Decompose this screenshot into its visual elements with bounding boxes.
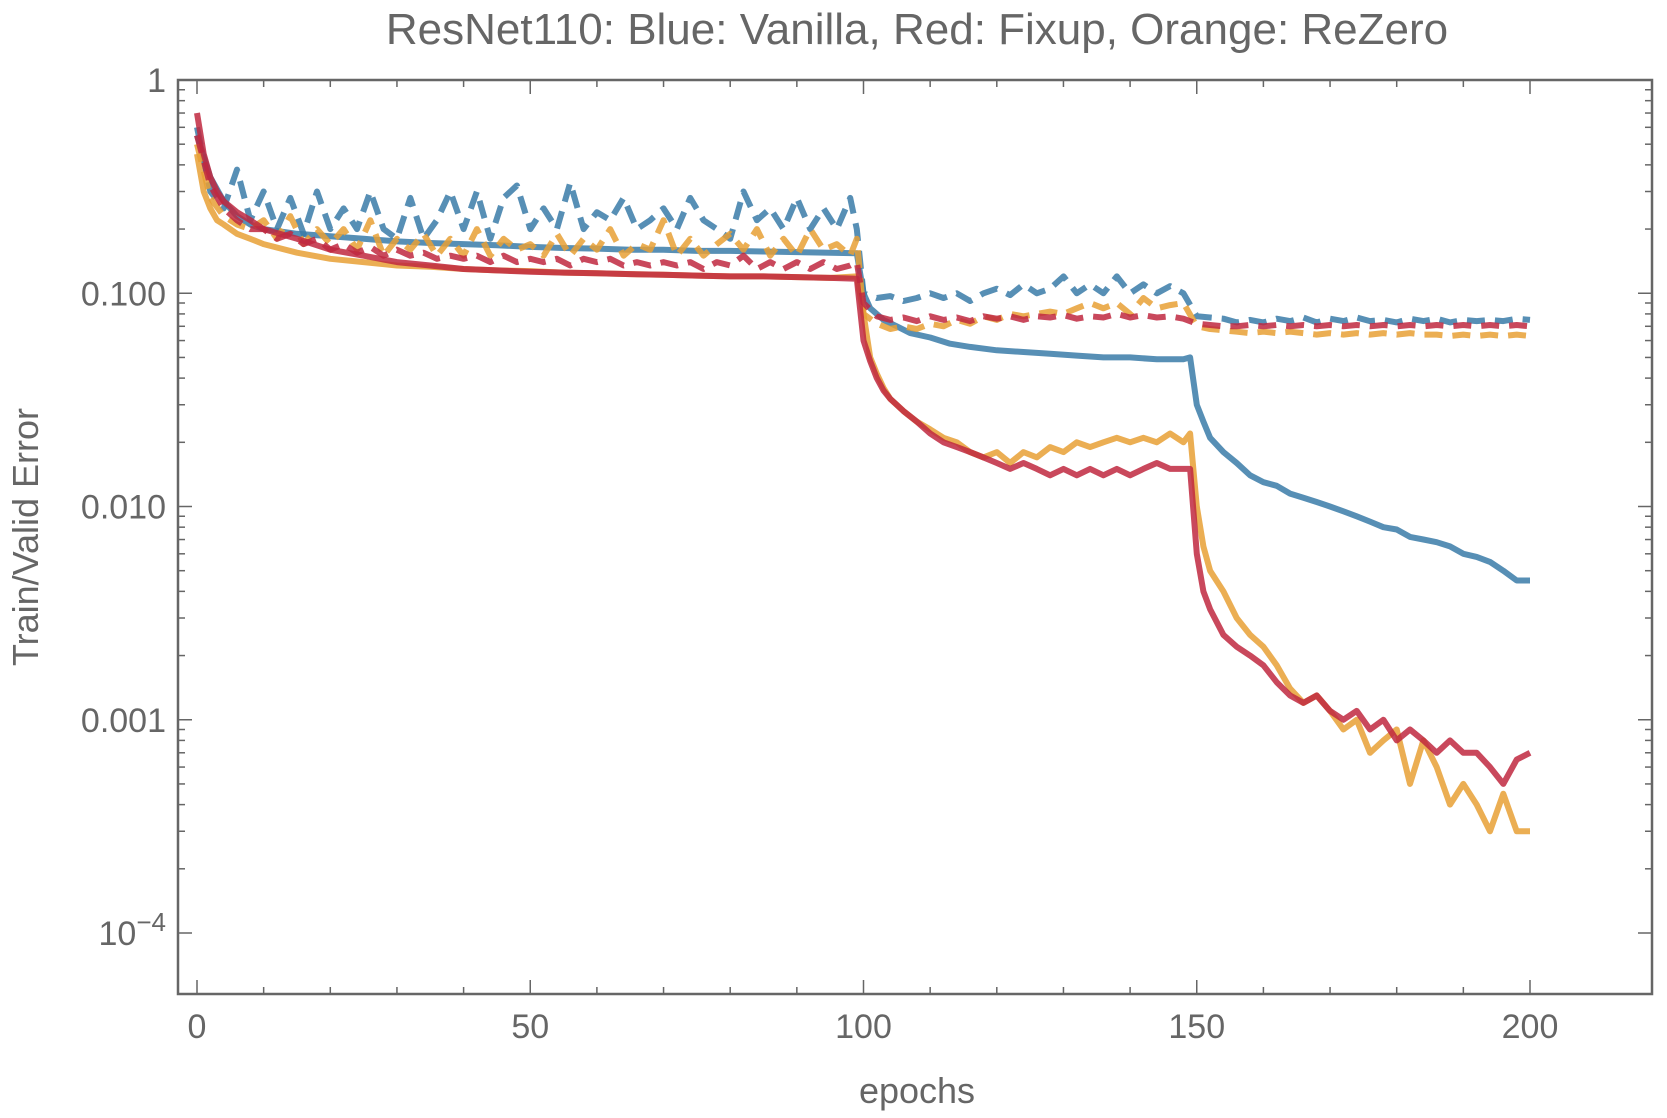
series-group: [194, 112, 1532, 835]
x-tick-label: 100: [835, 1008, 892, 1046]
x-tick-labels: 0 50 100 150 200: [188, 1008, 1559, 1046]
major-ticks: [178, 79, 1652, 994]
x-tick-label: 50: [511, 1008, 549, 1046]
y-tick-label: 1: [147, 62, 166, 100]
y-tick-labels: 1 0.100 0.010 0.001 10−4: [81, 62, 166, 953]
x-tick-label: 0: [188, 1008, 207, 1046]
series-line-4: [194, 153, 1530, 835]
y-tick-label: 0.001: [81, 702, 166, 740]
y-tick-label: 0.010: [81, 489, 166, 527]
x-axis-label: epochs: [859, 1070, 975, 1111]
y-tick-label: 0.100: [81, 275, 166, 313]
plot-frame: [176, 78, 1654, 996]
y-tick-label: 10−4: [99, 907, 166, 953]
chart-title: ResNet110: Blue: Vanilla, Red: Fixup, Or…: [386, 5, 1448, 54]
x-tick-label: 150: [1168, 1008, 1225, 1046]
series-line-6: [194, 112, 1532, 787]
minor-ticks: [178, 80, 1652, 994]
x-tick-label: 200: [1502, 1008, 1559, 1046]
y-axis-label: Train/Valid Error: [5, 408, 46, 666]
series-line-2: [194, 134, 1530, 584]
